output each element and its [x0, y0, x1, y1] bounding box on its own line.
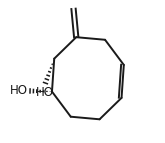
Text: HO: HO [10, 84, 28, 97]
Text: HO: HO [36, 86, 54, 99]
